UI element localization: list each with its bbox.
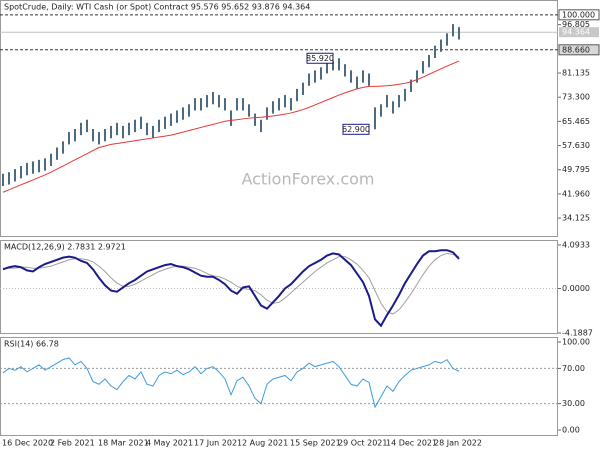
y-tick-label: 100.00 bbox=[562, 338, 590, 347]
x-tick-label: 2 Aug 2021 bbox=[242, 439, 288, 448]
last-price-label: 94.364 bbox=[562, 28, 590, 37]
y-tick-label: 34.125 bbox=[562, 214, 590, 223]
chart-title: SpotCrude, Daily: WTI Cash (or Spot) Con… bbox=[4, 3, 310, 12]
y-tick-label: 81.135 bbox=[562, 69, 590, 78]
x-tick-label: 15 Sep 2021 bbox=[290, 439, 341, 448]
y-tick-label: 0.00 bbox=[562, 426, 580, 435]
macd-line bbox=[2, 249, 460, 328]
rsi-panel bbox=[0, 337, 558, 436]
y-tick-label: 65.465 bbox=[562, 117, 590, 126]
annotation-box bbox=[306, 52, 334, 64]
y-tick-label: 41.960 bbox=[562, 189, 590, 198]
macd-title: MACD(12,26,9) 2.7831 2.9721 bbox=[4, 243, 126, 252]
annotation-label: 62.900 bbox=[342, 125, 370, 134]
level-label-box bbox=[558, 9, 600, 21]
level-label: 88.660 bbox=[562, 45, 590, 54]
x-tick-label: 18 Mar 2021 bbox=[98, 439, 149, 448]
y-tick-label: 70.00 bbox=[562, 364, 585, 373]
y-tick-label: 30.00 bbox=[562, 399, 585, 408]
y-tick-label: 73.300 bbox=[562, 93, 590, 102]
watermark: ActionForex.com bbox=[241, 170, 374, 189]
rsi-line bbox=[2, 357, 460, 409]
y-tick-label: 57.630 bbox=[562, 141, 590, 150]
last-price-box bbox=[559, 27, 599, 38]
price-panel bbox=[0, 0, 558, 237]
x-tick-label: 28 Jan 2022 bbox=[434, 439, 482, 448]
y-tick-label: -4.1887 bbox=[562, 329, 593, 338]
level-label: 100.000 bbox=[562, 10, 595, 19]
y-tick-label: 4.0933 bbox=[562, 240, 590, 249]
y-tick-label: 49.795 bbox=[562, 165, 590, 174]
x-tick-label: 14 Dec 2021 bbox=[386, 439, 437, 448]
annotation-label: 85.920 bbox=[306, 54, 334, 63]
rsi-title: RSI(14) 66.78 bbox=[4, 340, 59, 349]
x-tick-label: 29 Oct 2021 bbox=[338, 439, 387, 448]
macd-panel bbox=[0, 240, 558, 334]
y-tick-label: 0.0000 bbox=[562, 284, 590, 293]
x-tick-label: 17 Jun 2021 bbox=[194, 439, 242, 448]
y-tick-label: 96.805 bbox=[562, 20, 590, 29]
x-tick-label: 4 May 2021 bbox=[146, 439, 193, 448]
x-tick-label: 2 Feb 2021 bbox=[50, 439, 95, 448]
moving-average bbox=[2, 60, 460, 193]
x-tick-label: 16 Dec 2020 bbox=[2, 439, 53, 448]
annotation-box bbox=[342, 123, 370, 135]
level-label-box bbox=[558, 44, 600, 56]
